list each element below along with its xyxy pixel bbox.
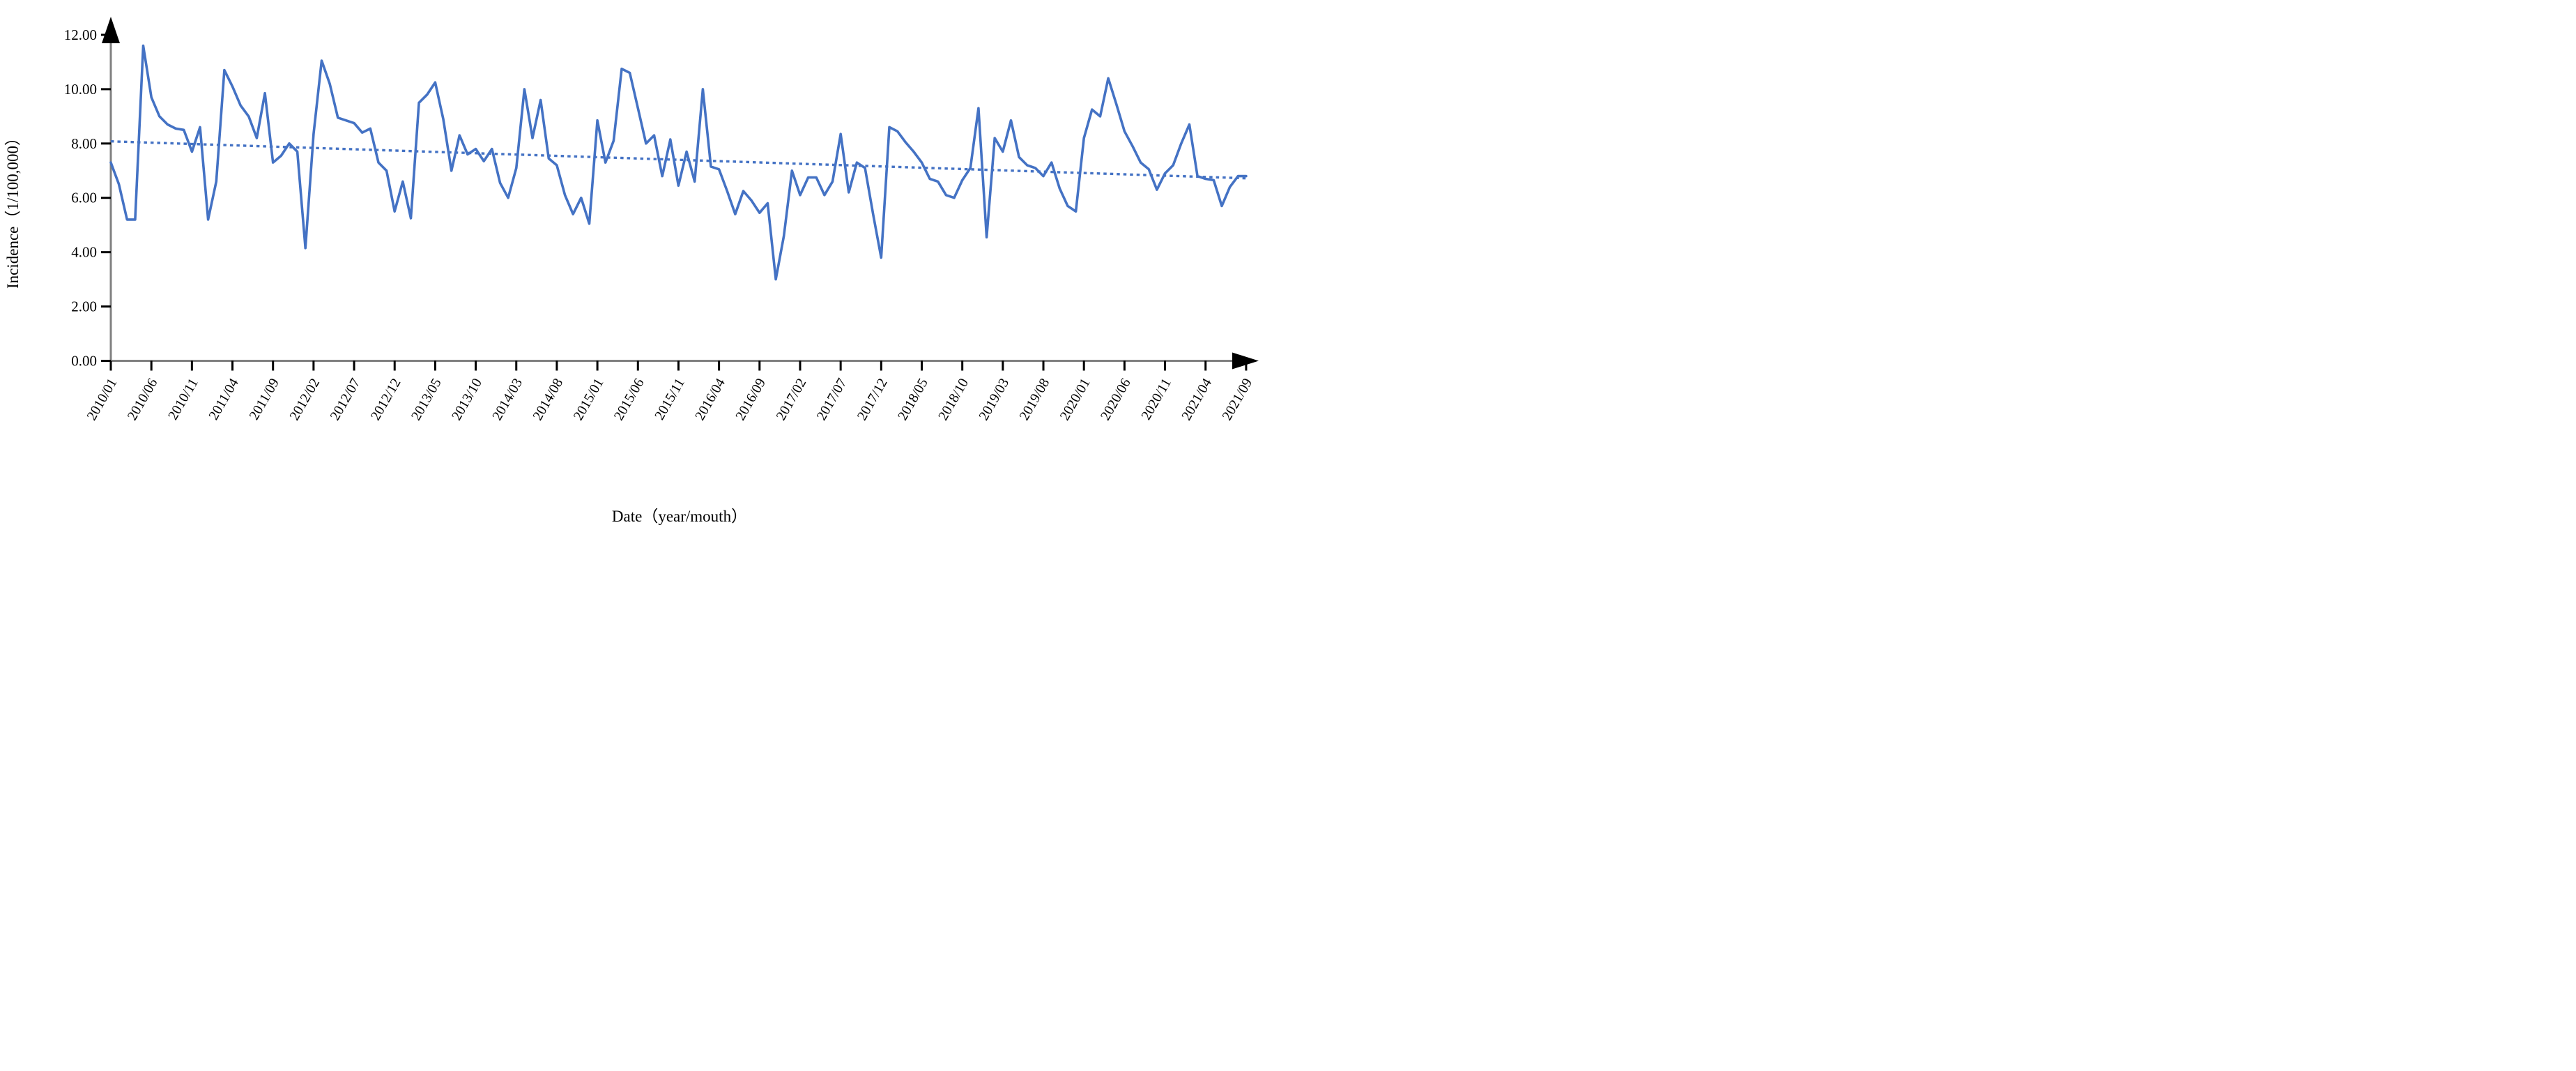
x-tick-label: 2017/12	[854, 376, 891, 423]
x-tick-label: 2015/11	[652, 376, 687, 423]
x-tick-label: 2016/04	[692, 376, 728, 423]
x-tick-label: 2010/01	[84, 376, 120, 423]
x-tick-label: 2017/07	[814, 376, 850, 423]
x-tick-label: 2016/09	[733, 376, 769, 423]
x-tick-label: 2014/08	[530, 376, 566, 423]
x-tick-label: 2011/04	[206, 376, 241, 423]
x-tick-label: 2019/08	[1017, 376, 1053, 423]
y-tick-label: 2.00	[71, 298, 97, 315]
trend-line	[110, 140, 1246, 180]
x-tick-label: 2018/05	[895, 376, 931, 423]
y-tick-label: 6.00	[71, 190, 97, 206]
x-tick-label: 2020/06	[1098, 376, 1134, 423]
x-axis-title: Date（year/mouth）	[612, 508, 747, 525]
y-axis-arrow-icon	[102, 17, 120, 43]
x-tick-label: 2021/04	[1179, 376, 1215, 423]
x-tick-label: 2012/02	[286, 376, 323, 423]
x-tick-label: 2018/10	[935, 376, 972, 423]
x-tick-label: 2010/11	[165, 376, 201, 423]
x-tick-label: 2011/09	[247, 376, 282, 423]
y-axis-title: Incidence（1/100,000）	[4, 130, 22, 289]
y-tick-label: 4.00	[71, 244, 97, 261]
x-tick-label: 2012/07	[328, 376, 364, 423]
incidence-series-line	[109, 44, 1248, 281]
x-tick-label: 2015/06	[611, 376, 647, 423]
x-tick-label: 2017/02	[773, 376, 809, 423]
x-tick-label: 2010/06	[125, 376, 161, 423]
y-tick-label: 0.00	[71, 353, 97, 370]
x-tick-label: 2014/03	[489, 376, 526, 423]
x-tick-label: 2013/05	[408, 376, 445, 423]
x-tick-label: 2020/01	[1057, 376, 1094, 423]
x-tick-label: 2019/03	[976, 376, 1012, 423]
x-tick-label: 2013/10	[449, 376, 485, 423]
x-tick-label: 2021/09	[1219, 376, 1255, 423]
y-tick-label: 8.00	[71, 135, 97, 152]
x-tick-label: 2020/11	[1138, 376, 1174, 423]
y-tick-label: 12.00	[64, 26, 97, 43]
y-tick-label: 10.00	[64, 81, 97, 98]
x-tick-label: 2012/12	[368, 376, 404, 423]
x-tick-label: 2015/01	[571, 376, 607, 423]
incidence-trend-figure: 0.00 2.00 4.00 6.00 8.00 10.00 12.00 2010/01 201…	[0, 0, 1288, 536]
